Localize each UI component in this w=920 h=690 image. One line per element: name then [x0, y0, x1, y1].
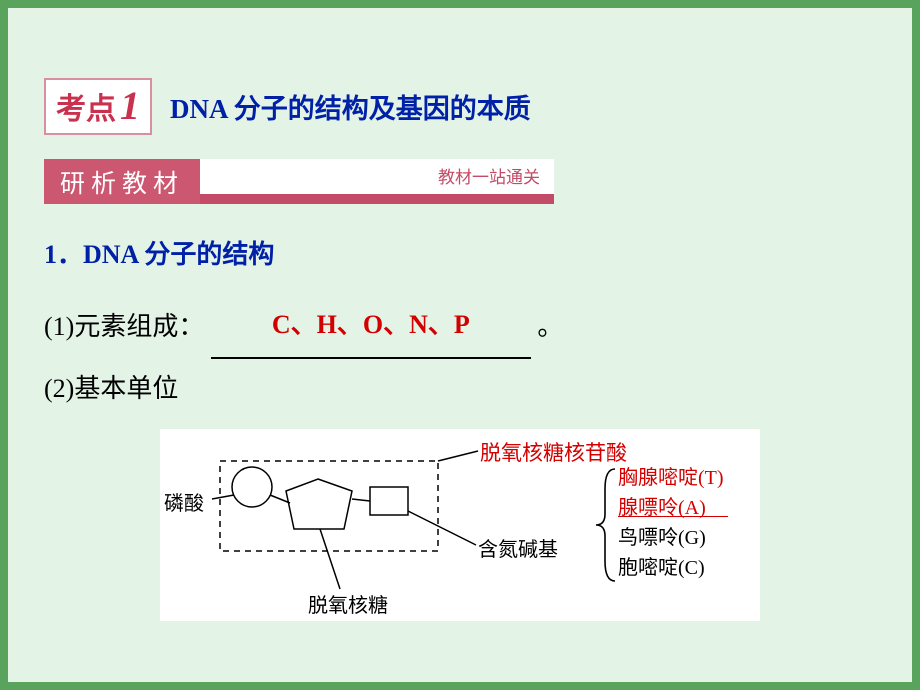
kaodian-label: 考点 [56, 84, 116, 128]
line-elements: (1)元素组成： C、H、O、N、P 。 [44, 297, 876, 359]
line1-suffix: 。 [537, 312, 563, 341]
base-t: 胸腺嘧啶(T) [618, 461, 724, 490]
line-basic-unit: (2)基本单位 [44, 359, 876, 419]
section-heading: 1．DNA 分子的结构 [44, 234, 876, 271]
slide-body: 考点 1 DNA 分子的结构及基因的本质 研析教材 教材一站通关 1．DNA 分… [8, 8, 912, 682]
kaodian-number: 1 [120, 82, 140, 129]
kaodian-badge: 考点 1 [44, 78, 152, 135]
topic-title: DNA 分子的结构及基因的本质 [170, 87, 531, 126]
banner-left: 研析教材 [44, 159, 200, 204]
heading-row: 考点 1 DNA 分子的结构及基因的本质 [44, 78, 876, 135]
divider-line [618, 516, 728, 517]
label-phosphate: 磷酸 [164, 487, 204, 516]
label-nbase: 含氮碱基 [478, 533, 558, 562]
blank-underline: C、H、O、N、P [211, 297, 531, 359]
section-banner: 研析教材 教材一站通关 [44, 159, 554, 204]
nucleotide-diagram: 磷酸 脱氧核糖 脱氧核糖核苷酸 含氮碱基 胸腺嘧啶(T) 腺嘌呤(A) 鸟嘌呤(… [160, 429, 760, 621]
label-nucleotide: 脱氧核糖核苷酸 [480, 437, 627, 467]
base-g: 鸟嘌呤(G) [618, 521, 706, 550]
banner-right: 教材一站通关 [438, 163, 554, 200]
line1-answer: C、H、O、N、P [272, 310, 470, 339]
label-deoxyribose: 脱氧核糖 [308, 589, 388, 618]
base-c: 胞嘧啶(C) [618, 551, 705, 580]
diagram-wrap: 磷酸 脱氧核糖 脱氧核糖核苷酸 含氮碱基 胸腺嘧啶(T) 腺嘌呤(A) 鸟嘌呤(… [44, 429, 876, 621]
line1-prefix: (1)元素组成： [44, 312, 204, 341]
